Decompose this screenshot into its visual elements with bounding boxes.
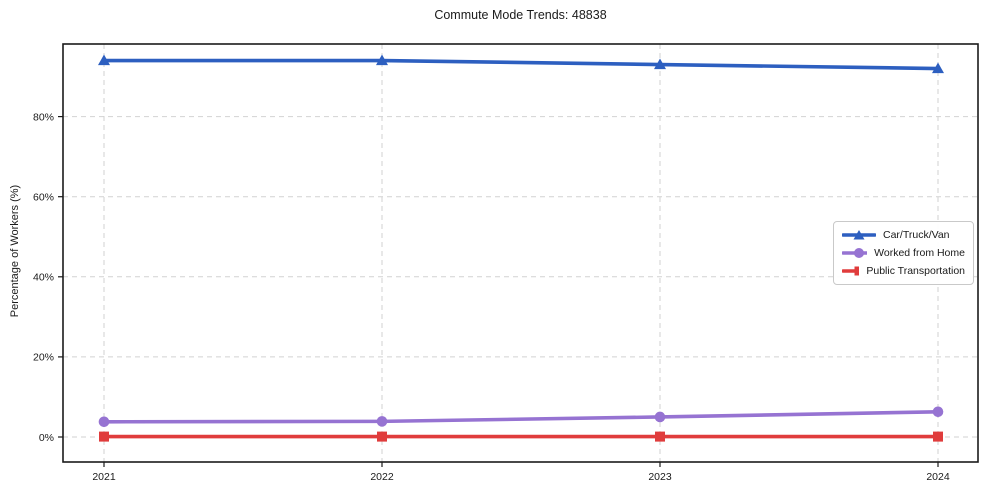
legend-item-worked-from-home: Worked from Home	[842, 246, 965, 260]
legend-marker-shape	[854, 266, 860, 276]
data-point-car-truck-van	[932, 62, 944, 74]
legend-item-public-transportation: Public Transportation	[842, 264, 965, 278]
legend-label: Worked from Home	[874, 247, 965, 259]
x-tick-label: 2023	[648, 471, 672, 483]
legend-triangle-marker-icon	[842, 230, 876, 240]
data-point-worked-from-home	[98, 416, 110, 428]
legend-box: Car/Truck/Van Worked from Home Public Tran…	[833, 221, 974, 285]
legend-marker-shape	[854, 248, 864, 258]
data-point-worked-from-home	[654, 411, 666, 423]
data-point-worked-from-home	[932, 406, 944, 418]
x-tick-label: 2021	[92, 471, 116, 483]
legend-label: Car/Truck/Van	[883, 229, 950, 241]
chart-title: Commute Mode Trends: 48838	[434, 8, 607, 22]
data-point-public-transportation	[655, 431, 665, 442]
data-point-car-truck-van	[98, 54, 110, 66]
y-tick-label: 40%	[33, 272, 54, 284]
x-tick-label: 2024	[926, 471, 950, 483]
data-point-car-truck-van	[654, 58, 666, 70]
legend-label: Public Transportation	[866, 265, 965, 277]
y-tick-label: 80%	[33, 111, 54, 123]
legend-square-marker-icon	[842, 266, 860, 276]
series-line-car-truck-van	[102, 58, 940, 71]
y-tick-label: 20%	[33, 352, 54, 364]
y-tick-label: 60%	[33, 192, 54, 204]
plot-border	[62, 43, 979, 463]
legend-circle-marker-icon	[842, 248, 868, 258]
axis-ticks	[58, 115, 939, 467]
x-tick-label: 2022	[370, 471, 394, 483]
legend-marker-shape	[853, 230, 865, 240]
data-point-car-truck-van	[376, 54, 388, 66]
y-tick-label: 0%	[39, 432, 54, 444]
data-point-worked-from-home	[376, 416, 388, 427]
data-point-public-transportation	[99, 431, 109, 442]
data-point-public-transportation	[933, 431, 943, 442]
data-point-public-transportation	[377, 431, 387, 442]
series-line-worked-from-home	[102, 409, 940, 424]
legend-item-car-truck-van: Car/Truck/Van	[842, 228, 965, 242]
